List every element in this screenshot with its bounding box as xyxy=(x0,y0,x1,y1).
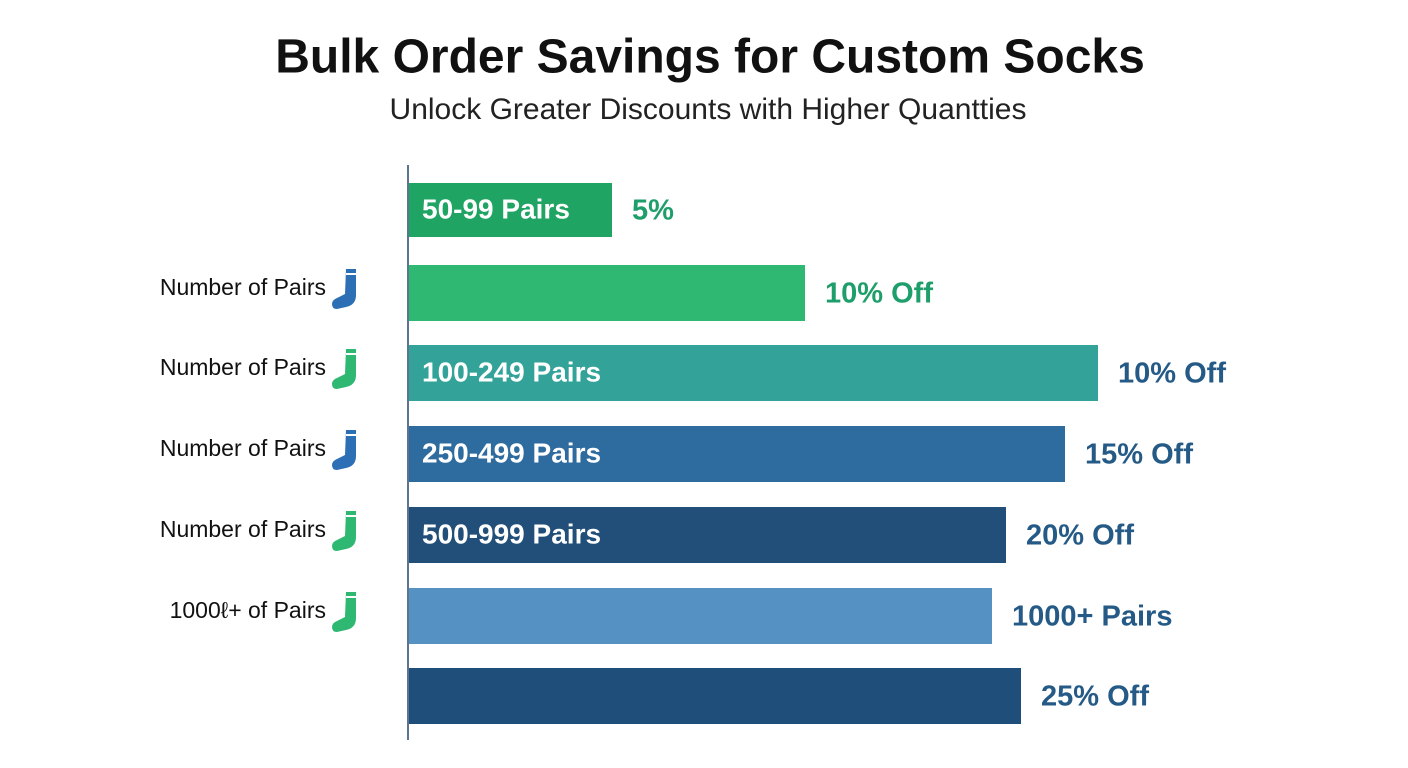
bar xyxy=(409,507,1006,563)
sock-icon-cuff xyxy=(346,596,356,598)
end-label: 5% xyxy=(632,195,674,227)
bar xyxy=(409,588,992,644)
y-tick-label: 1000ℓ+ of Pairs xyxy=(170,597,326,623)
chart-title: Bulk Order Savings for Custom Socks xyxy=(275,31,1145,84)
sock-icon-cuff xyxy=(346,273,356,275)
bar xyxy=(409,265,805,321)
y-tick-label: Number of Pairs xyxy=(160,435,326,461)
sock-icon xyxy=(332,592,356,632)
end-label: 25% Off xyxy=(1041,681,1149,713)
sock-icon-cuff xyxy=(346,353,356,355)
bar-label: 100-249 Pairs xyxy=(422,356,601,387)
sock-icon xyxy=(332,269,356,309)
sock-icon-cuff xyxy=(346,434,356,436)
bar-label: 250-499 Pairs xyxy=(422,437,601,468)
sock-icon-cuff xyxy=(346,515,356,517)
bar xyxy=(409,183,612,237)
end-label: 15% Off xyxy=(1085,439,1193,471)
chart-subtitle: Unlock Greater Discounts with Higher Qua… xyxy=(390,93,1027,126)
y-tick-label: Number of Pairs xyxy=(160,516,326,542)
end-label: 1000+ Pairs xyxy=(1012,601,1172,633)
end-label: 10% Off xyxy=(1118,358,1226,390)
end-label: 10% Off xyxy=(825,278,933,310)
bar xyxy=(409,668,1021,724)
end-label: 20% Off xyxy=(1026,520,1134,552)
y-tick-label: Number of Pairs xyxy=(160,354,326,380)
bar-label: 500-999 Pairs xyxy=(422,518,601,549)
y-tick-label: Number of Pairs xyxy=(160,274,326,300)
bar xyxy=(409,426,1065,482)
bar xyxy=(409,345,1098,401)
sock-icon xyxy=(332,430,356,470)
sock-icon xyxy=(332,349,356,389)
sock-icon xyxy=(332,511,356,551)
bar-label: 50-99 Pairs xyxy=(422,193,570,224)
